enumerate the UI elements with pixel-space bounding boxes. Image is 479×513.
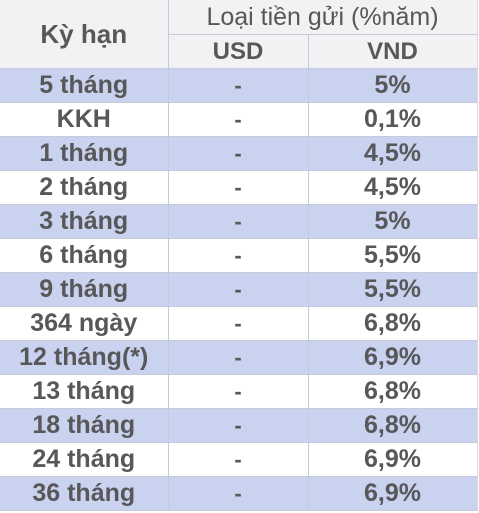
vnd-rate-cell: 6,9% <box>308 442 478 477</box>
usd-rate-cell: - <box>168 170 309 205</box>
term-cell: 12 tháng(*) <box>0 340 169 375</box>
vnd-rate-cell: 5,5% <box>308 272 478 307</box>
term-cell: 13 tháng <box>0 374 169 409</box>
usd-rate-cell: - <box>168 272 309 307</box>
term-cell: 36 tháng <box>0 476 169 511</box>
vnd-rate-cell: 6,8% <box>308 374 478 409</box>
term-cell: 1 tháng <box>0 136 169 171</box>
vnd-rate-cell: 5% <box>308 68 478 103</box>
table-row: 24 tháng -6,9% <box>0 442 478 477</box>
vnd-rate-cell: 6,9% <box>308 340 478 375</box>
table-row: 364 ngày -6,8% <box>0 306 478 341</box>
usd-rate-cell: - <box>168 238 309 273</box>
usd-rate-cell: - <box>168 204 309 239</box>
usd-rate-cell: - <box>168 136 309 171</box>
table-row: KKH -0,1% <box>0 102 478 137</box>
term-cell: 6 tháng <box>0 238 169 273</box>
term-cell: 24 tháng <box>0 442 169 477</box>
table-row: 5 tháng -5% <box>0 68 478 103</box>
vnd-rate-cell: 5,5% <box>308 238 478 273</box>
term-cell: 18 tháng <box>0 408 169 443</box>
vnd-rate-cell: 6,8% <box>308 408 478 443</box>
term-cell: 5 tháng <box>0 68 169 103</box>
vnd-rate-cell: 4,5% <box>308 170 478 205</box>
table-row: 13 tháng -6,8% <box>0 374 478 409</box>
term-column-header: Kỳ hạn <box>0 0 169 69</box>
vnd-rate-cell: 6,9% <box>308 476 478 511</box>
vnd-column-header: VND <box>308 34 478 69</box>
vnd-rate-cell: 0,1% <box>308 102 478 137</box>
term-cell: KKH <box>0 102 169 137</box>
term-cell: 2 tháng <box>0 170 169 205</box>
table-row: 2 tháng -4,5% <box>0 170 478 205</box>
table-row: 36 tháng -6,9% <box>0 476 478 511</box>
vnd-rate-cell: 6,8% <box>308 306 478 341</box>
table-row: 3 tháng -5% <box>0 204 478 239</box>
usd-rate-cell: - <box>168 340 309 375</box>
term-cell: 3 tháng <box>0 204 169 239</box>
table-row: 18 tháng -6,8% <box>0 408 478 443</box>
table-row: 9 tháng -5,5% <box>0 272 478 307</box>
table-header: Kỳ hạn Loại tiền gửi (%năm) USD VND <box>0 0 478 69</box>
usd-rate-cell: - <box>168 306 309 341</box>
usd-rate-cell: - <box>168 68 309 103</box>
table-row: 1 tháng -4,5% <box>0 136 478 171</box>
term-cell: 364 ngày <box>0 306 169 341</box>
usd-rate-cell: - <box>168 442 309 477</box>
term-cell: 9 tháng <box>0 272 169 307</box>
table-body: 5 tháng -5% KKH -0,1% 1 tháng -4,5% 2 tháng -4,… <box>0 68 478 511</box>
usd-rate-cell: - <box>168 476 309 511</box>
deposit-type-header: Loại tiền gửi (%năm) <box>168 0 478 35</box>
usd-rate-cell: - <box>168 102 309 137</box>
usd-rate-cell: - <box>168 408 309 443</box>
table-row: 12 tháng(*) -6,9% <box>0 340 478 375</box>
usd-column-header: USD <box>168 34 309 69</box>
table-row: 6 tháng -5,5% <box>0 238 478 273</box>
usd-rate-cell: - <box>168 374 309 409</box>
vnd-rate-cell: 4,5% <box>308 136 478 171</box>
vnd-rate-cell: 5% <box>308 204 478 239</box>
